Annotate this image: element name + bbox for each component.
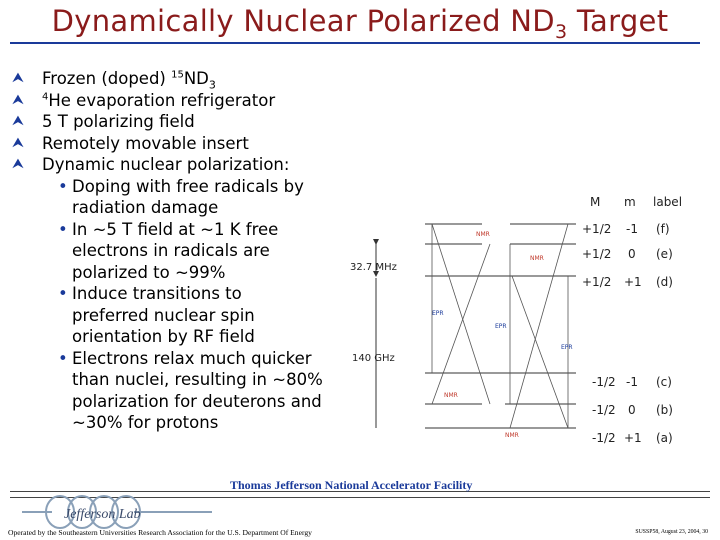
nmr-label-upper-2: NMR bbox=[530, 255, 544, 262]
nmr-label-upper-1: NMR bbox=[476, 231, 490, 238]
nmr-label-lower-2: NMR bbox=[505, 432, 519, 439]
level-d-label: (d) bbox=[656, 275, 673, 289]
level-a-M: -1/2 bbox=[592, 431, 616, 445]
level-d-M: +1/2 bbox=[582, 275, 611, 289]
title-divider bbox=[10, 42, 700, 44]
bullet-arrow-icon: ⮝ bbox=[12, 70, 24, 86]
freq-nmr-label: 32.7 MHz bbox=[350, 262, 397, 273]
bullet-list: ⮝ Frozen (doped) 15ND3 ⮝ 4He evaporation r… bbox=[10, 68, 360, 434]
sub-bullet-transitions: • Induce transitions to preferred nuclear … bbox=[58, 284, 255, 346]
lab-name: Thomas Jefferson National Accelerator Fa… bbox=[230, 478, 473, 492]
bullet-arrow-icon: ⮝ bbox=[12, 113, 24, 129]
nmr-label-lower-1: NMR bbox=[444, 392, 458, 399]
level-e-label: (e) bbox=[656, 247, 673, 261]
level-a-m: +1 bbox=[624, 431, 642, 445]
sub-bullet-doping: • Doping with free radicals by radiation d… bbox=[58, 176, 304, 218]
level-c-m: -1 bbox=[626, 375, 638, 389]
level-c-M: -1/2 bbox=[592, 375, 616, 389]
footer-divider-bottom bbox=[10, 497, 710, 498]
level-e-M: +1/2 bbox=[582, 247, 611, 261]
header-M: M bbox=[590, 195, 600, 209]
level-c-label: (c) bbox=[656, 375, 672, 389]
sub-bullet-polarized: • In ~5 T field at ~1 K free electrons in … bbox=[58, 219, 279, 282]
bullet-arrow-icon: ⮝ bbox=[12, 156, 24, 172]
level-d-m: +1 bbox=[624, 275, 642, 289]
level-b-m: 0 bbox=[628, 403, 636, 417]
energy-level-diagram: M m label +1/2 -1 (f) +1/2 0 (e) +1/2 +1… bbox=[350, 195, 682, 445]
bullet-dot-icon: • bbox=[58, 176, 68, 196]
level-e-m: 0 bbox=[628, 247, 636, 261]
sub-bullet-relax: • Electrons relax much quicker than nuclei… bbox=[58, 348, 323, 433]
operated-by: Operated by the Southeastern Universitie… bbox=[8, 528, 312, 537]
footer-divider-top bbox=[10, 491, 710, 492]
bullet-target: ⮝ Frozen (doped) 15ND3 bbox=[12, 69, 216, 92]
epr-label-2: EPR bbox=[495, 323, 507, 330]
header-m: m bbox=[624, 195, 636, 209]
epr-transition-6 bbox=[509, 223, 569, 429]
epr-transition-3 bbox=[431, 243, 491, 405]
epr-transition-2 bbox=[431, 223, 491, 405]
bullet-arrow-icon: ⮝ bbox=[12, 91, 24, 108]
level-f-m: -1 bbox=[626, 222, 638, 236]
bullet-dot-icon: • bbox=[58, 284, 68, 303]
level-b-M: -1/2 bbox=[592, 403, 616, 417]
level-f-label: (f) bbox=[656, 222, 670, 236]
level-b-label: (b) bbox=[656, 403, 673, 417]
epr-label-1: EPR bbox=[432, 310, 444, 317]
svg-text:Jefferson Lab: Jefferson Lab bbox=[64, 507, 141, 522]
header-label: label bbox=[653, 195, 682, 209]
slide-title: Dynamically Nuclear Polarized ND3 Target bbox=[51, 4, 669, 43]
bullet-refrigerator: ⮝ 4He evaporation refrigerator bbox=[12, 90, 276, 110]
epr-transition-5 bbox=[511, 275, 569, 429]
bullet-arrow-icon: ⮝ bbox=[12, 134, 24, 151]
bullet-dot-icon: • bbox=[58, 348, 68, 368]
bullet-field: ⮝ 5 T polarizing field bbox=[12, 112, 195, 131]
conference-reference: SUSSP58, August 23, 2004, 30 bbox=[635, 529, 708, 535]
epr-label-3: EPR bbox=[561, 344, 573, 351]
level-a-label: (a) bbox=[656, 431, 673, 445]
bullet-insert: ⮝ Remotely movable insert bbox=[12, 133, 249, 153]
level-f-M: +1/2 bbox=[582, 222, 611, 236]
bullet-dot-icon: • bbox=[58, 219, 68, 239]
bullet-dnp: ⮝ Dynamic nuclear polarization: bbox=[12, 155, 290, 174]
jefferson-lab-logo: Jefferson Lab bbox=[22, 495, 212, 529]
freq-epr-label: 140 GHz bbox=[352, 353, 395, 364]
